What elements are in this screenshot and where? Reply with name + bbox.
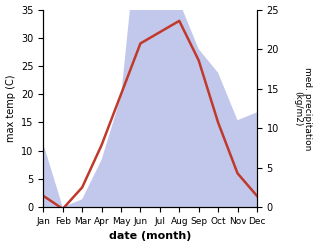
Y-axis label: med. precipitation
(kg/m2): med. precipitation (kg/m2) (293, 67, 313, 150)
Y-axis label: max temp (C): max temp (C) (5, 75, 16, 142)
X-axis label: date (month): date (month) (109, 231, 191, 242)
